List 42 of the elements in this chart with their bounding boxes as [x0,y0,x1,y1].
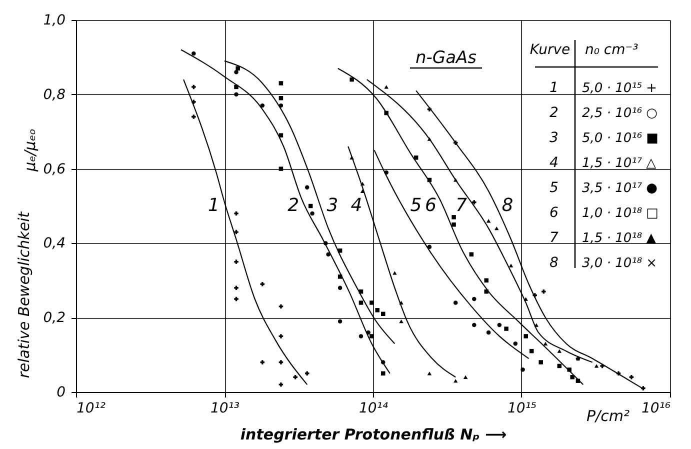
annotation: 1,5 · 10¹⁷ △ [582,156,656,171]
annotation: 3,0 · 10¹⁸ × [582,256,658,271]
y-tick-label: 0,8 [43,86,66,103]
annotation: 3,5 · 10¹⁷ ● [582,181,658,196]
x-tick-label: 10¹⁶ [641,400,671,416]
y-tick-label: 1,0 [43,12,66,28]
annotation: 6 [550,205,559,221]
series-label: 1 [208,195,220,216]
annotation: 7 [550,230,559,246]
series-label: 5 [410,195,422,216]
annotation: n-GaAs [416,48,477,68]
series-label: 7 [456,195,468,216]
y-tick-label: 0,2 [43,310,66,326]
y-tick-label: 0,4 [43,236,66,252]
annotation: 5,0 · 10¹⁶ ■ [582,131,658,146]
y-axis-title: relative Beweglichkeit [15,210,33,378]
annotation: 3 [550,130,558,146]
series-label: 3 [326,195,338,216]
annotation: 1,5 · 10¹⁸ ▲ [582,231,656,246]
annotation: 5,0 · 10¹⁵ + [582,81,658,96]
annotation: 2 [550,105,559,121]
y-tick-label: 0 [56,384,66,400]
annotation: 2,5 · 10¹⁶ ○ [582,106,658,121]
annotation: n₀ cm⁻³ [585,42,639,58]
x-tick-label: 10¹³ [210,400,240,416]
annotation: 1 [550,80,558,96]
series-label: 6 [424,195,436,216]
series-label: 8 [502,195,514,216]
text: P/cm² [586,407,630,425]
annotation: 5 [550,180,559,196]
x-tick-label: 10¹² [76,400,106,416]
annotation: Kurve [530,42,570,58]
annotation: 8 [550,255,559,271]
x-tick-label: 10¹⁵ [507,400,537,416]
x-axis-title: integrierter Protonenfluß Nₚ ⟶ [240,426,507,444]
series-label: 2 [288,195,300,216]
text: μₑ/μₑₒ [21,128,39,172]
y-tick-label: 0,6 [43,161,66,178]
annotation: 4 [550,155,558,171]
annotation: 1,0 · 10¹⁸ □ [582,206,658,221]
series-label: 4 [350,195,362,216]
x-tick-label: 10¹⁴ [358,400,388,416]
